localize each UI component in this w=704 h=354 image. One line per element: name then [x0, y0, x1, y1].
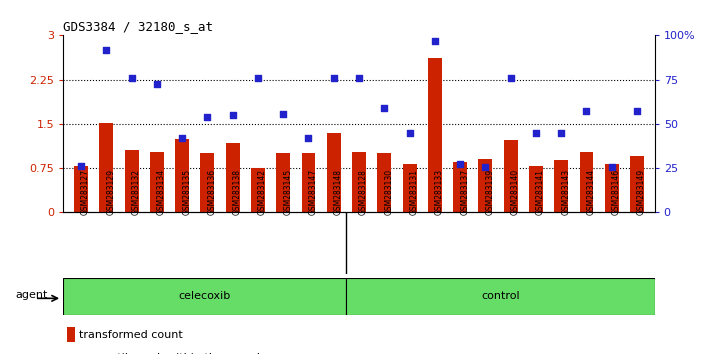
Bar [99, 123, 113, 212]
Text: GSM283143: GSM283143 [561, 169, 570, 216]
Text: GSM283128: GSM283128 [359, 170, 368, 216]
Text: GSM283132: GSM283132 [132, 170, 141, 216]
Point [455, 161, 466, 167]
Text: GSM283142: GSM283142 [258, 170, 267, 216]
Text: GSM283147: GSM283147 [308, 169, 318, 216]
Point [353, 75, 365, 81]
Bar [276, 153, 290, 212]
Bar [504, 141, 517, 212]
Bar [301, 153, 315, 212]
Bar [453, 162, 467, 212]
Point [101, 47, 112, 53]
Point [606, 164, 617, 170]
Bar [605, 164, 619, 212]
Point [429, 38, 441, 44]
Point [530, 130, 541, 136]
Bar [74, 166, 88, 212]
Bar [226, 143, 239, 212]
Point [479, 164, 491, 170]
Point [404, 130, 415, 136]
Bar [377, 153, 391, 212]
Bar [529, 166, 543, 212]
Text: percentile rank within the sample: percentile rank within the sample [80, 353, 268, 354]
Text: GSM283131: GSM283131 [410, 170, 419, 216]
Text: transformed count: transformed count [80, 330, 183, 339]
Bar [251, 168, 265, 212]
Bar [175, 139, 189, 212]
Bar [579, 152, 593, 212]
Point [505, 75, 516, 81]
Bar [63, 278, 346, 315]
Bar [67, 326, 75, 343]
Text: GSM283144: GSM283144 [586, 169, 596, 216]
Text: GDS3384 / 32180_s_at: GDS3384 / 32180_s_at [63, 20, 213, 33]
Bar [428, 58, 442, 212]
Text: GSM283140: GSM283140 [510, 169, 520, 216]
Bar [352, 152, 366, 212]
Bar [327, 133, 341, 212]
Point [379, 105, 390, 111]
Point [177, 135, 188, 140]
Bar [150, 152, 164, 212]
Text: GSM283149: GSM283149 [637, 169, 646, 216]
Point [631, 108, 643, 114]
Text: GSM283134: GSM283134 [157, 169, 166, 216]
Text: agent: agent [15, 290, 48, 299]
Point [328, 75, 339, 81]
Text: celecoxib: celecoxib [179, 291, 231, 302]
Point [227, 112, 239, 118]
Point [126, 75, 137, 81]
Text: GSM283133: GSM283133 [435, 169, 444, 216]
Point [303, 135, 314, 140]
Bar [346, 278, 655, 315]
Text: GSM283135: GSM283135 [182, 169, 191, 216]
Bar [125, 150, 139, 212]
Text: GSM283141: GSM283141 [536, 170, 545, 216]
Bar [554, 160, 568, 212]
Bar [479, 159, 492, 212]
Bar [201, 153, 214, 212]
Text: GSM283136: GSM283136 [208, 169, 216, 216]
Text: GSM283148: GSM283148 [334, 170, 343, 216]
Text: GSM283130: GSM283130 [384, 169, 394, 216]
Text: control: control [481, 291, 520, 302]
Bar [403, 164, 417, 212]
Point [581, 108, 592, 114]
Bar [630, 156, 644, 212]
Point [202, 114, 213, 120]
Text: GSM283127: GSM283127 [81, 170, 90, 216]
Point [151, 81, 163, 87]
Point [252, 75, 263, 81]
Text: GSM283129: GSM283129 [106, 170, 115, 216]
Text: GSM283137: GSM283137 [460, 169, 469, 216]
Point [277, 111, 289, 116]
Text: GSM283139: GSM283139 [485, 169, 494, 216]
Text: GSM283146: GSM283146 [612, 169, 621, 216]
Text: GSM283145: GSM283145 [283, 169, 292, 216]
Point [75, 164, 87, 169]
Text: GSM283138: GSM283138 [233, 170, 241, 216]
Point [555, 130, 567, 136]
